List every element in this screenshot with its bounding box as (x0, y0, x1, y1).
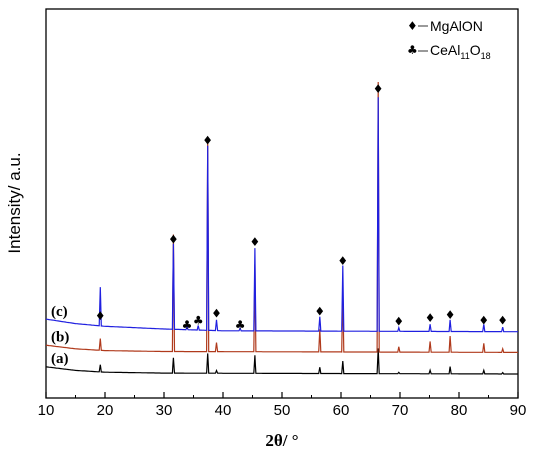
series-line-b (45, 81, 518, 353)
ceal11o18-peak-marker: ♣ (182, 318, 193, 332)
mgalon-peak-marker: ♦ (393, 314, 404, 328)
series-line-c (45, 97, 518, 333)
mgalon-peak-marker: ♦ (202, 134, 213, 148)
club-icon: ♣ (407, 43, 418, 57)
legend-item-mgalon: ♦ MgAlON (407, 18, 483, 34)
x-tick-label: 40 (215, 402, 232, 419)
peak-markers: ♦♦♦♦♣ ♣ ♣♦♦♦♦♦ ♦ ♦ ♦ ♦ (95, 82, 508, 332)
y-axis-title: Intensity/ a.u. (5, 152, 24, 253)
series-label: (a) (51, 351, 69, 367)
legend-label-ceal11o18: CeAl11O18 (430, 42, 491, 61)
series-labels: (a) (b) (c) (51, 304, 69, 367)
legend-label-mgalon: MgAlON (430, 18, 483, 34)
mgalon-peak-marker: ♦ (95, 309, 106, 323)
x-tick-label: 10 (38, 402, 55, 419)
series-label: (c) (51, 304, 68, 320)
mgalon-peak-marker: ♦ (249, 235, 260, 249)
x-tick-label: 50 (274, 402, 291, 419)
mgalon-peak-marker: ♦ (168, 233, 179, 247)
mgalon-peak-marker: ♦ (445, 308, 456, 322)
ceal11o18-peak-marker: ♣ (193, 314, 204, 328)
mgalon-peak-marker: ♦ (373, 82, 384, 96)
x-tick-label: 60 (333, 402, 350, 419)
x-tick-label: 90 (510, 402, 527, 419)
x-tick-label: 70 (392, 402, 409, 419)
mgalon-peak-marker: ♦ (314, 305, 325, 319)
mgalon-peak-marker: ♦ (425, 311, 436, 325)
mgalon-peak-marker: ♦ (337, 254, 348, 268)
x-axis-title: 2θ/ ° (265, 431, 298, 450)
series-layer (45, 81, 518, 375)
diamond-icon: ♦ (407, 19, 418, 33)
x-tick-label: 20 (97, 402, 114, 419)
x-axis-ticks: 10 20 30 40 50 60 70 80 90 (38, 392, 527, 419)
mgalon-peak-marker: ♦ (497, 314, 508, 328)
mgalon-peak-marker: ♦ (211, 306, 222, 320)
plot-frame (45, 8, 519, 399)
x-tick-label: 30 (156, 402, 173, 419)
series-line-a (45, 348, 518, 375)
legend: ♦ MgAlON ♣ CeAl11O18 (407, 18, 491, 61)
legend-item-ceal11o18: ♣ CeAl11O18 (407, 42, 491, 61)
series-label: (b) (51, 330, 69, 346)
ceal11o18-peak-marker: ♣ (235, 318, 246, 332)
mgalon-peak-marker: ♦ (478, 314, 489, 328)
x-tick-label: 80 (451, 402, 468, 419)
